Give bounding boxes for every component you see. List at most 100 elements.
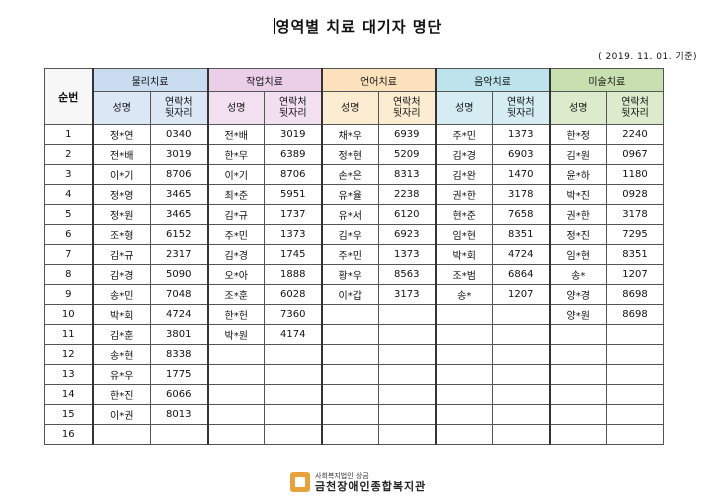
contact-cell: 8698 — [606, 304, 664, 325]
name-cell — [548, 424, 607, 445]
contact-cell — [378, 404, 436, 425]
name-cell — [434, 404, 493, 425]
name-cell: 김*규 — [91, 244, 151, 265]
contact-cell: 6939 — [378, 124, 436, 145]
name-cell: 송*현 — [91, 344, 151, 365]
subheader-row: 성명 연락처 뒷자리 성명 연락처 뒷자리 성명 연락처 뒷자리 성명 연락처 뒷자리 성명 연락… — [45, 91, 664, 125]
contact-cell — [606, 324, 664, 345]
category-header: 음악치료 — [434, 68, 550, 92]
contact-cell: 1775 — [150, 364, 208, 385]
contact-cell — [492, 344, 550, 365]
name-cell: 정*진 — [548, 224, 607, 245]
org-parent: 사회복지법인 상금 — [315, 471, 369, 480]
name-cell: 정*영 — [91, 184, 151, 205]
contact-cell: 2317 — [150, 244, 208, 265]
title-text: 영역별 치료 대기자 명단 — [275, 18, 443, 36]
contact-cell: 3465 — [150, 184, 208, 205]
name-cell — [206, 384, 265, 405]
seq-cell: 11 — [44, 324, 93, 345]
name-cell — [320, 364, 379, 385]
contact-cell — [378, 384, 436, 405]
contact-cell — [606, 364, 664, 385]
contact-cell — [264, 364, 322, 385]
name-cell: 김*경 — [91, 264, 151, 285]
name-cell — [548, 324, 607, 345]
seq-cell: 13 — [44, 364, 93, 385]
table-row: 6 조*형 6152 주*민 1373 김*우 6923 임*현 8351 정*진 7295 — [44, 224, 664, 245]
name-cell: 한*진 — [91, 384, 151, 405]
name-cell: 최*준 — [206, 184, 265, 205]
name-cell: 박*회 — [434, 244, 493, 265]
table-row: 1 정*연 0340 전*배 3019 채*우 6939 주*민 1373 한*정 2240 — [44, 124, 664, 145]
contact-cell: 3173 — [378, 284, 436, 305]
seq-cell: 1 — [44, 124, 93, 145]
name-cell: 손*은 — [320, 164, 379, 185]
name-cell: 김*완 — [434, 164, 493, 185]
seq-cell: 12 — [44, 344, 93, 365]
seq-cell: 15 — [44, 404, 93, 425]
table-row: 12 송*현 8338 — [44, 344, 664, 365]
name-cell: 이*기 — [91, 164, 151, 185]
contact-cell: 4724 — [150, 304, 208, 325]
contact-cell: 8706 — [150, 164, 208, 185]
name-cell — [320, 304, 379, 325]
name-cell — [91, 424, 151, 445]
name-cell — [434, 364, 493, 385]
category-header-row: 순번 물리치료 작업치료 언어치료 음악치료 미술치료 — [44, 68, 664, 125]
name-cell: 김*훈 — [91, 324, 151, 345]
name-cell: 김*우 — [320, 224, 379, 245]
contact-cell: 7048 — [150, 284, 208, 305]
name-cell: 조*형 — [91, 224, 151, 245]
contact-cell: 4174 — [264, 324, 322, 345]
table-row: 16 — [44, 424, 664, 445]
category-header: 미술치료 — [548, 68, 664, 92]
contact-cell: 3801 — [150, 324, 208, 345]
name-subheader: 성명 — [206, 91, 265, 125]
name-cell: 황*우 — [320, 264, 379, 285]
contact-cell: 6066 — [150, 384, 208, 405]
name-cell: 박*원 — [206, 324, 265, 345]
table-row: 14 한*진 6066 — [44, 384, 664, 405]
name-cell — [206, 404, 265, 425]
table-row: 9 송*민 7048 조*훈 6028 이*갑 3173 송* 1207 양*경 8698 — [44, 284, 664, 305]
contact-cell: 7658 — [492, 204, 550, 225]
contact-cell: 3178 — [492, 184, 550, 205]
name-cell: 박*진 — [548, 184, 607, 205]
contact-cell — [492, 384, 550, 405]
name-cell — [206, 344, 265, 365]
contact-cell — [264, 384, 322, 405]
footer: 사회복지법인 상금 금천장애인종합복지관 — [290, 470, 426, 494]
contact-cell: 1180 — [606, 164, 664, 185]
name-cell: 전*배 — [91, 144, 151, 165]
contact-cell — [378, 324, 436, 345]
contact-cell: 3019 — [150, 144, 208, 165]
contact-cell — [378, 344, 436, 365]
contact-cell — [606, 344, 664, 365]
contact-cell — [150, 424, 208, 445]
contact-cell: 5090 — [150, 264, 208, 285]
name-cell: 조*훈 — [206, 284, 265, 305]
contact-cell: 8351 — [606, 244, 664, 265]
org-logo-icon — [290, 472, 310, 492]
contact-cell: 6389 — [264, 144, 322, 165]
contact-cell: 3178 — [606, 204, 664, 225]
name-cell — [320, 424, 379, 445]
contact-subheader: 연락처 뒷자리 — [378, 91, 436, 125]
contact-cell: 5209 — [378, 144, 436, 165]
contact-cell — [264, 424, 322, 445]
name-cell: 주*민 — [434, 124, 493, 145]
category-header: 물리치료 — [91, 68, 208, 92]
contact-cell — [264, 404, 322, 425]
name-cell: 김*경 — [206, 244, 265, 265]
text-cursor — [273, 18, 275, 34]
contact-cell: 1207 — [492, 284, 550, 305]
org-name: 금천장애인종합복지관 — [315, 479, 427, 493]
contact-subheader: 연락처 뒷자리 — [492, 91, 550, 125]
name-cell: 한*정 — [548, 124, 607, 145]
table-row: 10 박*회 4724 한*헌 7360 양*원 8698 — [44, 304, 664, 325]
contact-cell: 7360 — [264, 304, 322, 325]
contact-cell: 1207 — [606, 264, 664, 285]
name-cell: 이*권 — [91, 404, 151, 425]
name-cell: 조*범 — [434, 264, 493, 285]
name-cell: 현*준 — [434, 204, 493, 225]
